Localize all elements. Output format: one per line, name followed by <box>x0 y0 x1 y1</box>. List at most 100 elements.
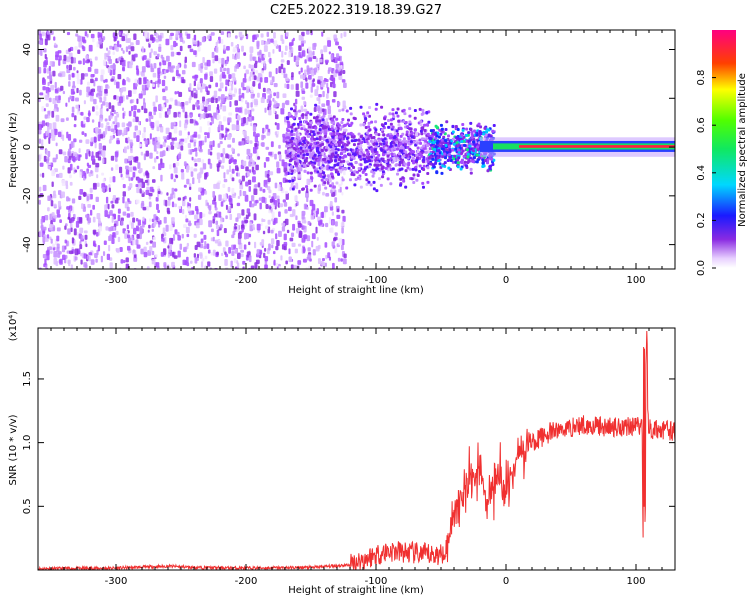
heatmap-cell <box>43 48 47 53</box>
heatmap-cell <box>48 246 52 251</box>
heatmap-cell <box>164 86 168 91</box>
heatmap-cell <box>414 143 418 147</box>
heatmap-cell <box>440 127 444 131</box>
heatmap-cell <box>129 159 133 166</box>
heatmap-cell <box>231 93 236 97</box>
heatmap-cell <box>193 141 196 147</box>
heatmap-cell <box>251 160 255 167</box>
heatmap-cell <box>403 112 407 116</box>
heatmap-cell <box>244 108 248 115</box>
heatmap-cell <box>233 46 236 52</box>
heatmap-cell <box>241 140 245 146</box>
heatmap-cell <box>132 166 137 171</box>
heatmap-cell <box>47 81 50 87</box>
heatmap-cell <box>306 196 309 203</box>
heatmap-cell <box>326 165 330 171</box>
heatmap-cell <box>310 69 315 77</box>
heatmap-cell <box>101 150 106 158</box>
heatmap-cell <box>149 186 154 192</box>
heatmap-cell <box>46 34 51 41</box>
heatmap-cell <box>305 115 308 120</box>
figure-title: C2E5.2022.319.18.39.G27 <box>270 3 442 18</box>
heatmap-cell <box>51 169 56 177</box>
heatmap-cell <box>79 227 84 234</box>
heatmap-cell <box>322 120 326 124</box>
heatmap-cell <box>38 267 42 269</box>
heatmap-cell <box>292 122 296 126</box>
heatmap-cell <box>275 233 278 240</box>
heatmap-cell <box>108 211 113 216</box>
heatmap-cell <box>178 91 183 97</box>
heatmap-cell <box>40 218 43 225</box>
heatmap-cell <box>236 172 239 177</box>
heatmap-cell <box>241 175 245 182</box>
heatmap-cell <box>178 73 181 77</box>
heatmap-cell <box>406 145 410 149</box>
heatmap-cell <box>338 166 342 170</box>
heatmap-cell <box>350 139 354 143</box>
heatmap-cell <box>130 42 134 46</box>
heatmap-cell <box>313 107 317 113</box>
heatmap-cell <box>350 135 354 139</box>
heatmap-cell <box>309 171 313 175</box>
heatmap-cell <box>429 155 433 159</box>
heatmap-cell <box>307 134 311 138</box>
heatmap-cell <box>264 41 269 45</box>
heatmap-cell <box>298 116 302 120</box>
heatmap-cell <box>141 132 146 139</box>
heatmap-cell <box>167 200 171 206</box>
heatmap-cell <box>92 106 95 112</box>
heatmap-cell <box>398 138 402 142</box>
heatmap-cell <box>51 110 55 118</box>
heatmap-cell <box>477 122 481 126</box>
heatmap-cell <box>65 255 68 259</box>
heatmap-cell <box>428 136 432 140</box>
heatmap-cell <box>249 140 253 144</box>
heatmap-cell <box>258 82 261 90</box>
heatmap-cell <box>391 112 395 116</box>
heatmap-cell <box>362 153 366 157</box>
heatmap-cell <box>311 233 316 240</box>
heatmap-cell <box>219 82 224 89</box>
heatmap-cell <box>180 145 184 151</box>
heatmap-cell <box>411 167 415 171</box>
colorbar-ticks: 0.00.20.40.60.8 <box>696 70 716 276</box>
heatmap-cell <box>341 166 345 170</box>
heatmap-cell <box>412 180 416 184</box>
heatmap-cell <box>81 131 85 136</box>
heatmap-cell <box>211 51 215 59</box>
heatmap-cell <box>331 152 335 156</box>
heatmap-cell <box>285 260 288 265</box>
heatmap-cell <box>269 57 272 64</box>
heatmap-cell <box>186 178 190 185</box>
heatmap-cell <box>122 107 125 111</box>
heatmap-cell <box>389 141 393 145</box>
heatmap-cell <box>171 140 175 145</box>
heatmap-cell <box>216 251 219 256</box>
heatmap-cell <box>302 74 306 80</box>
heatmap-cell <box>57 252 61 258</box>
heatmap-cell <box>337 172 341 176</box>
heatmap-cell <box>55 154 58 160</box>
heatmap-cell <box>153 145 157 152</box>
heatmap-cell <box>324 148 328 152</box>
heatmap-cell <box>331 241 335 247</box>
heatmap-cell <box>341 192 344 196</box>
heatmap-cell <box>216 114 221 120</box>
heatmap-cell <box>342 132 346 136</box>
heatmap-cell <box>357 154 361 158</box>
heatmap-cell <box>224 267 229 269</box>
heatmap-cell <box>350 121 354 125</box>
heatmap-cell <box>335 117 339 121</box>
heatmap-cell <box>325 192 330 197</box>
heatmap-cell <box>95 232 99 237</box>
heatmap-cell <box>460 144 464 148</box>
heatmap-cell <box>365 178 369 182</box>
heatmap-cell <box>329 168 333 172</box>
heatmap-cell <box>56 235 60 242</box>
heatmap-cell <box>69 95 73 100</box>
heatmap-cell <box>75 33 79 37</box>
heatmap-cell <box>454 124 458 128</box>
heatmap-cell <box>324 146 328 150</box>
heatmap-cell <box>437 135 441 139</box>
